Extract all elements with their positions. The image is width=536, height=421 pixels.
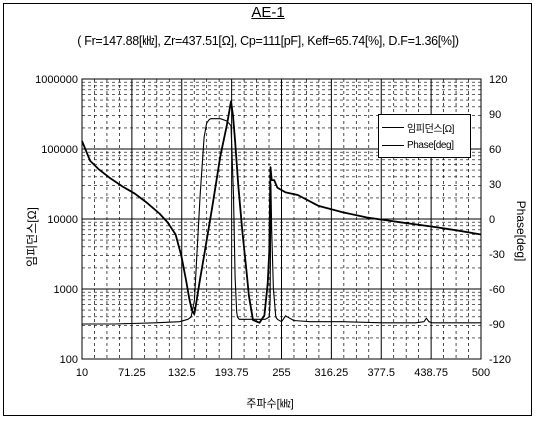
phase-line <box>82 118 481 325</box>
legend-item-phase: Phase[deg] <box>382 138 454 152</box>
x-tick-label: 438.75 <box>414 367 448 379</box>
y-right-tick-label: 60 <box>489 144 501 156</box>
y-right-tick-label: 30 <box>489 179 501 191</box>
y-right-tick-label: 120 <box>489 74 507 86</box>
legend-swatch-phase <box>382 144 404 146</box>
chart-subtitle: ( Fr=147.88[㎑], Zr=437.51[Ω], Cp=111[pF]… <box>77 34 459 48</box>
legend-item-impedance: 임피던스[Ω] <box>382 120 455 135</box>
x-tick-label: 316.25 <box>315 367 349 379</box>
y-axis-label-left: 임피던스[Ω] <box>25 207 39 267</box>
legend-swatch-impedance <box>382 126 404 128</box>
series-layer <box>81 100 482 325</box>
gridlines <box>82 79 481 359</box>
legend-label-impedance: 임피던스[Ω] <box>407 123 455 135</box>
legend-label-phase: Phase[deg] <box>407 139 454 151</box>
x-tick-label: 193.75 <box>215 367 249 379</box>
x-tick-label: 500 <box>472 367 490 379</box>
tick-labels: 10 71.25 132.5 193.75 255 316.25 377.5 438.75 50… <box>35 74 511 379</box>
y-right-tick-label: -90 <box>489 319 505 331</box>
x-tick-label: 71.25 <box>118 367 146 379</box>
x-tick-label: 255 <box>272 367 290 379</box>
y-right-tick-label: -120 <box>489 354 511 366</box>
x-tick-label: 132.5 <box>168 367 196 379</box>
impedance-line <box>81 100 482 324</box>
y-right-tick-label: 0 <box>489 214 495 226</box>
y-right-tick-label: -60 <box>489 284 505 296</box>
y-right-tick-label: 90 <box>489 109 501 121</box>
y-left-tick-label: 1000000 <box>35 74 78 86</box>
y-left-tick-label: 10000 <box>47 214 78 226</box>
x-tick-label: 377.5 <box>367 367 395 379</box>
x-axis-label: 주파수[㎑] <box>246 398 294 410</box>
chart-title: AE-1 <box>251 4 285 21</box>
y-left-tick-label: 100 <box>60 354 78 366</box>
y-axis-label-right: Phase[deg] <box>514 200 528 262</box>
y-left-tick-label: 1000 <box>54 284 78 296</box>
x-tick-label: 10 <box>76 367 88 379</box>
y-right-tick-label: -30 <box>489 249 505 261</box>
y-left-tick-label: 100000 <box>41 144 78 156</box>
legend: 임피던스[Ω] Phase[deg] <box>378 114 471 158</box>
